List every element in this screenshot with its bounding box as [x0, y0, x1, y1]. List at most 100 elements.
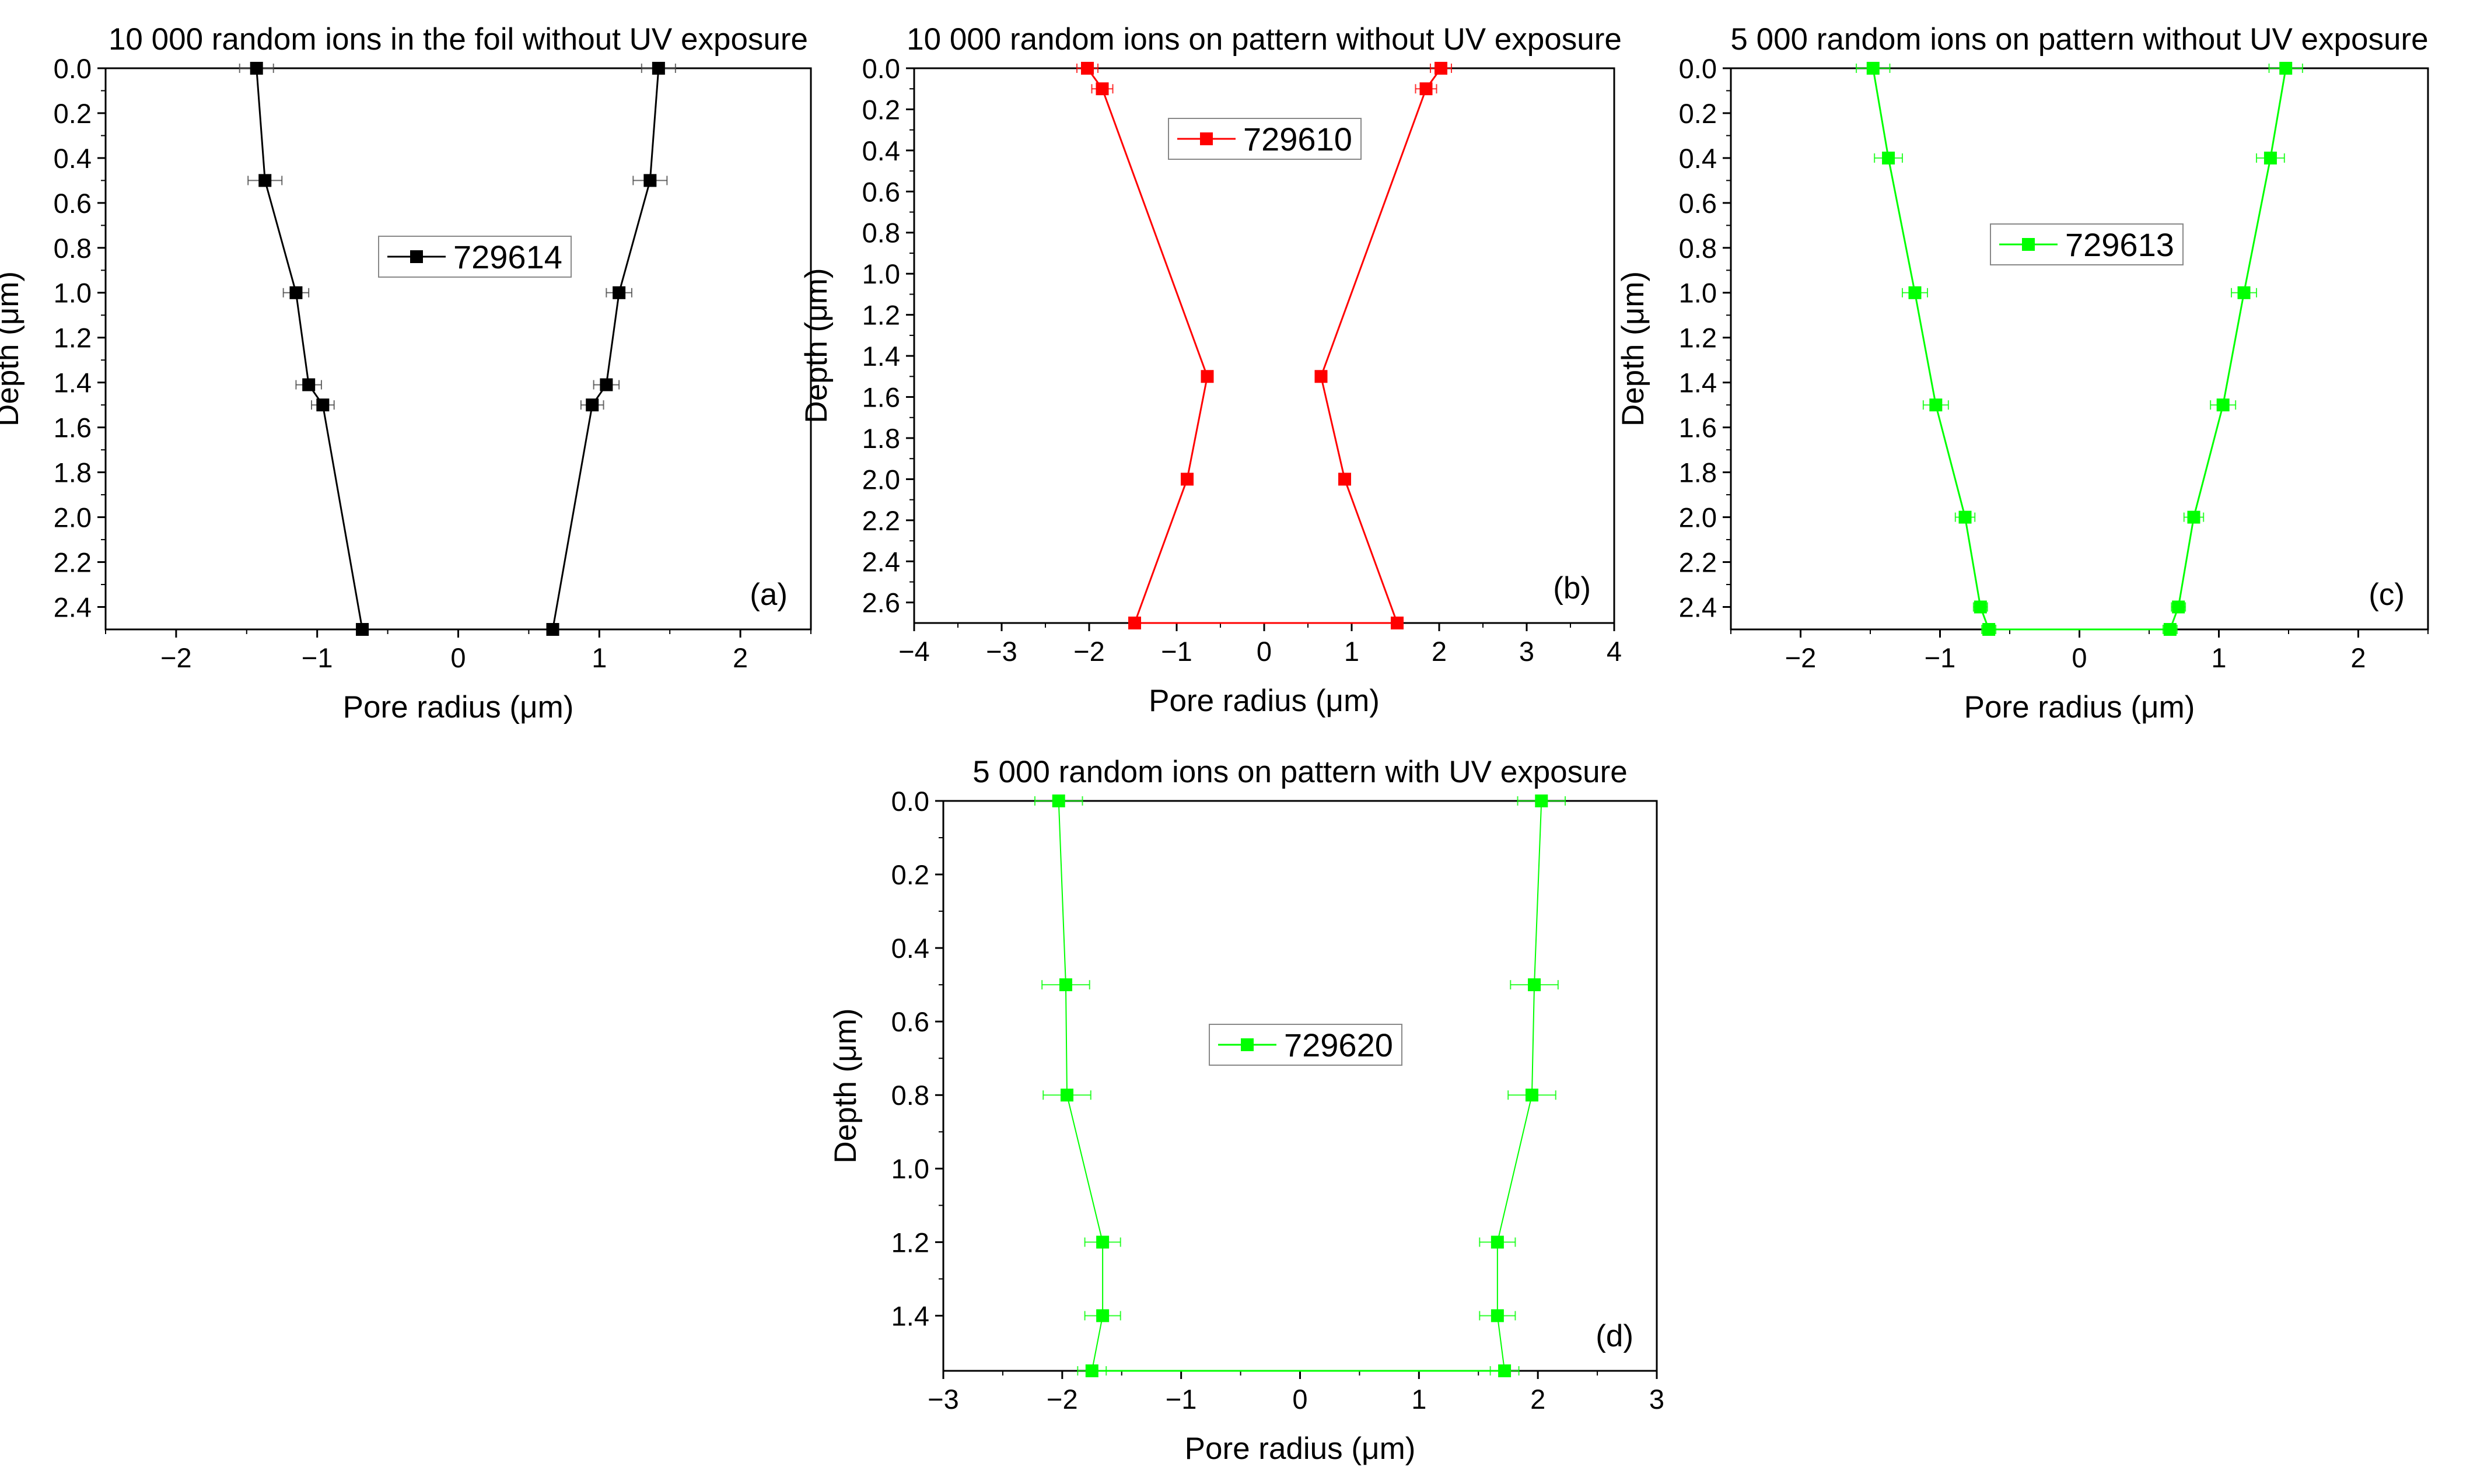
x-tick-label: 0	[450, 642, 466, 673]
data-point	[258, 174, 272, 187]
x-tick-label: −1	[1166, 1384, 1197, 1415]
data-point	[1081, 62, 1094, 75]
y-tick-label: 1.0	[891, 1153, 929, 1184]
y-tick-label: 0.8	[862, 218, 900, 249]
x-axis-label: Pore radius (μm)	[343, 690, 574, 724]
y-tick-label: 1.2	[891, 1227, 929, 1258]
legend-label: 729610	[1243, 121, 1352, 158]
y-tick-label: 1.6	[862, 382, 900, 412]
x-tick-label: −3	[928, 1384, 959, 1415]
y-tick-label: 1.4	[862, 341, 900, 372]
x-tick-label: 1	[1411, 1384, 1426, 1415]
y-tick-label: 1.4	[891, 1300, 929, 1331]
series-line	[552, 68, 660, 630]
y-tick-label: 1.2	[54, 323, 92, 354]
y-tick-label: 0.6	[1679, 188, 1717, 219]
data-point	[1201, 370, 1214, 383]
series-right-wall	[1479, 794, 1566, 1377]
data-point	[1974, 600, 1987, 614]
panel-d: 5 000 random ions on pattern with UV exp…	[828, 755, 1664, 1466]
y-tick-label: 1.6	[54, 412, 92, 443]
chart-title: 5 000 random ions on pattern without UV …	[1730, 22, 2428, 57]
y-tick-label: 1.4	[1679, 368, 1717, 398]
legend-label: 729614	[453, 239, 562, 275]
y-axis-label: Depth (μm)	[799, 268, 834, 423]
y-tick-label: 0.4	[862, 135, 900, 166]
data-point	[356, 623, 369, 636]
y-tick-label: 0.4	[1679, 143, 1717, 174]
legend: 729620	[1209, 1024, 1402, 1066]
y-axis-label: Depth (μm)	[0, 271, 25, 426]
x-axis-label: Pore radius (μm)	[1149, 684, 1380, 718]
data-point	[1525, 1088, 1538, 1102]
y-tick-label: 1.0	[862, 258, 900, 289]
y-tick-label: 0.6	[891, 1006, 929, 1037]
chart-title: 10 000 random ions on pattern without UV…	[907, 22, 1622, 57]
x-tick-label: 1	[1344, 636, 1359, 667]
data-point	[302, 378, 316, 391]
y-tick-label: 1.2	[1679, 323, 1717, 354]
y-tick-label: 2.2	[862, 505, 900, 536]
y-tick-label: 0.0	[891, 786, 929, 817]
x-tick-label: 2	[1432, 636, 1447, 667]
data-point	[1535, 794, 1548, 807]
data-point	[1314, 370, 1328, 383]
data-point	[2237, 286, 2251, 299]
y-tick-label: 2.0	[54, 502, 92, 533]
y-tick-label: 1.8	[54, 457, 92, 488]
data-point	[1096, 82, 1109, 96]
y-tick-label: 2.2	[1679, 547, 1717, 578]
y-tick-label: 0.2	[862, 94, 900, 125]
y-tick-label: 0.8	[1679, 233, 1717, 264]
data-point	[1085, 1364, 1098, 1377]
panel-a: 10 000 random ions in the foil without U…	[0, 22, 812, 724]
legend: 729614	[378, 236, 572, 278]
data-point	[1181, 473, 1194, 486]
x-tick-label: 0	[2072, 642, 2087, 673]
x-tick-label: −4	[898, 636, 930, 667]
series-line	[256, 68, 363, 630]
y-tick-label: 2.6	[862, 587, 900, 618]
data-point	[1929, 398, 1943, 412]
data-point	[1908, 286, 1922, 299]
y-tick-label: 0.0	[54, 53, 92, 84]
y-tick-label: 1.8	[862, 423, 900, 454]
series-right-wall	[2162, 62, 2303, 636]
x-tick-label: 0	[1292, 1384, 1307, 1415]
x-tick-label: −1	[302, 642, 333, 673]
legend: 729610	[1168, 118, 1362, 160]
y-tick-label: 0.4	[54, 143, 92, 174]
y-tick-label: 0.2	[54, 98, 92, 129]
x-tick-label: −1	[1925, 642, 1956, 673]
series-line	[1058, 800, 1104, 1371]
data-point	[652, 62, 665, 75]
x-tick-label: 1	[2211, 642, 2226, 673]
y-axis-label: Depth (μm)	[828, 1008, 863, 1163]
data-point	[2263, 151, 2277, 164]
x-tick-label: 2	[733, 642, 748, 673]
data-point	[2279, 62, 2293, 75]
y-tick-label: 0.6	[862, 176, 900, 207]
data-point	[289, 286, 303, 299]
y-tick-label: 2.4	[862, 546, 900, 577]
y-tick-label: 0.6	[54, 188, 92, 219]
data-point	[316, 398, 330, 412]
x-tick-label: −2	[1047, 1384, 1078, 1415]
data-point	[2163, 623, 2177, 636]
x-tick-label: −2	[1785, 642, 1817, 673]
data-point	[1052, 794, 1065, 807]
data-point	[1059, 978, 1072, 992]
x-axis-label: Pore radius (μm)	[1185, 1432, 1416, 1466]
series-left-wall	[1034, 794, 1121, 1377]
y-axis-label: Depth (μm)	[1616, 271, 1650, 426]
panel-c: 5 000 random ions on pattern without UV …	[1616, 22, 2429, 724]
legend-marker	[410, 250, 423, 263]
data-point	[1096, 1309, 1110, 1322]
series-left-wall	[1856, 62, 1997, 636]
x-tick-label: 0	[1257, 636, 1272, 667]
legend-marker	[1200, 132, 1213, 145]
legend: 729613	[1990, 223, 2184, 265]
y-tick-label: 2.4	[54, 592, 92, 622]
y-tick-label: 0.0	[862, 53, 900, 84]
